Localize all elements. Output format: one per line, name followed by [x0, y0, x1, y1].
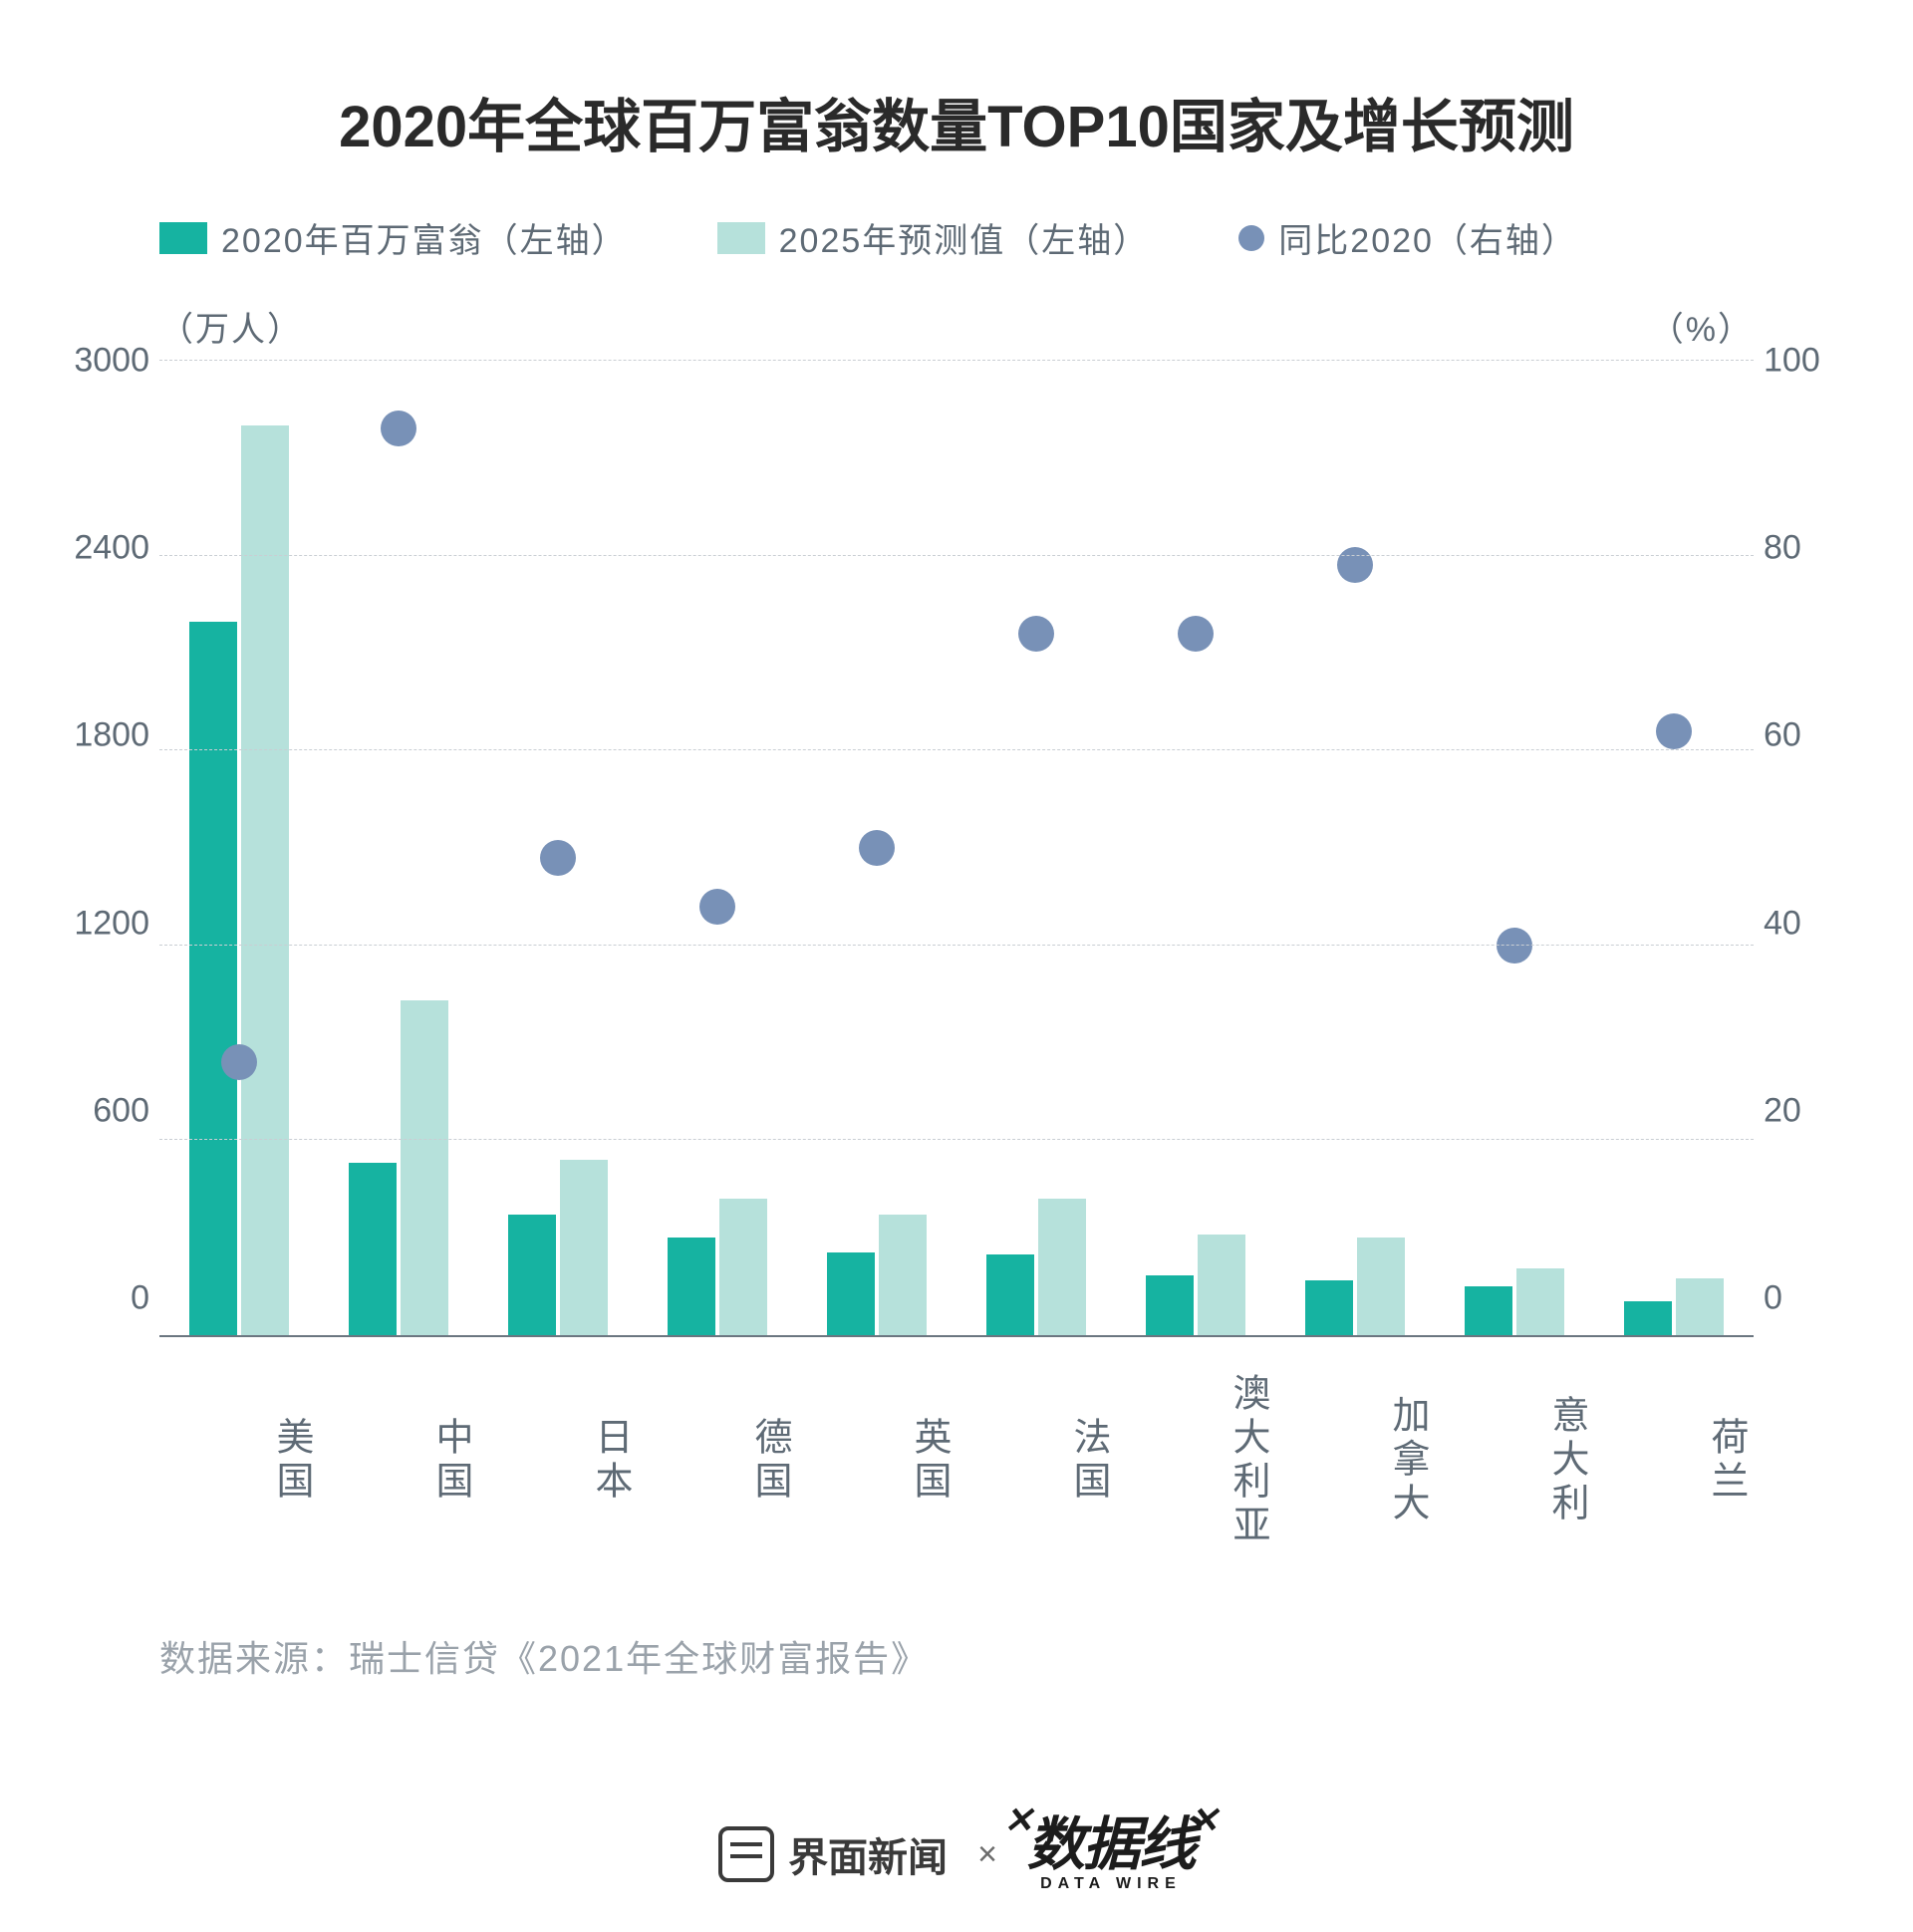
legend-swatch-dot-yoy — [1238, 225, 1264, 251]
legend-item-2020: 2020年百万富翁（左轴） — [159, 213, 628, 262]
chart-title: 2020年全球百万富翁数量TOP10国家及增长预测 — [100, 80, 1813, 163]
bar-2020 — [1624, 1301, 1672, 1335]
legend-label: 同比2020（右轴） — [1278, 213, 1577, 262]
bar-2025 — [1516, 1268, 1564, 1335]
bar-group — [319, 361, 478, 1335]
y-tick-right: 100 — [1764, 342, 1820, 381]
footer: 界面新闻 × ✕ 数据线 ✕ DATA WIRE — [0, 1816, 1913, 1892]
dot-yoy — [1337, 547, 1373, 583]
bar-2020 — [1305, 1280, 1353, 1335]
x-axis-label: 荷兰 — [1594, 1361, 1754, 1560]
bar-group — [1435, 361, 1594, 1335]
axis-title-row: （万人） （%） — [159, 302, 1754, 351]
y-tick-left: 600 — [93, 1091, 149, 1130]
x-axis-label: 法国 — [956, 1361, 1116, 1560]
bar-2020 — [986, 1254, 1034, 1335]
y-tick-right: 40 — [1764, 904, 1801, 943]
dot-yoy — [381, 411, 416, 446]
y-tick-left: 3000 — [74, 342, 149, 381]
footer-brand-jiemian: 界面新闻 — [718, 1825, 948, 1883]
bar-group — [956, 361, 1116, 1335]
y-tick-right: 20 — [1764, 1091, 1801, 1130]
y-tick-left: 2400 — [74, 529, 149, 568]
dot-yoy — [1497, 928, 1532, 964]
legend-label: 2020年百万富翁（左轴） — [221, 213, 628, 262]
bar-2025 — [1357, 1238, 1405, 1335]
footer-brand2-sub: DATA WIRE — [1040, 1876, 1182, 1892]
dot-yoy — [859, 830, 895, 866]
bar-2025 — [241, 425, 289, 1335]
dot-yoy — [1178, 616, 1214, 652]
bar-2025 — [560, 1160, 608, 1335]
gridline — [159, 555, 1754, 556]
bar-group — [1594, 361, 1754, 1335]
page: 2020年全球百万富翁数量TOP10国家及增长预测 2020年百万富翁（左轴） … — [0, 0, 1913, 1932]
bar-2020 — [508, 1215, 556, 1335]
y-ticks-right: 100806040200 — [1764, 361, 1820, 1337]
legend-item-yoy: 同比2020（右轴） — [1238, 213, 1577, 262]
x-axis-label: 中国 — [319, 1361, 478, 1560]
gridline — [159, 749, 1754, 750]
dot-yoy — [221, 1044, 257, 1080]
y-tick-right: 80 — [1764, 529, 1801, 568]
bar-group — [159, 361, 319, 1335]
legend-swatch-bar-2020 — [159, 222, 207, 254]
dot-yoy — [1656, 713, 1692, 749]
jiemian-logo-icon — [718, 1826, 774, 1882]
bar-2025 — [879, 1215, 927, 1335]
dot-yoy — [699, 889, 735, 925]
y-tick-right: 0 — [1764, 1278, 1782, 1317]
y-tick-left: 0 — [131, 1278, 149, 1317]
gridline — [159, 360, 1754, 361]
bar-group — [1275, 361, 1435, 1335]
footer-separator: × — [977, 1835, 997, 1874]
dot-yoy — [1018, 616, 1054, 652]
bar-2020 — [1465, 1286, 1512, 1335]
x-axis-label: 英国 — [797, 1361, 956, 1560]
y-tick-left: 1200 — [74, 904, 149, 943]
bar-2025 — [1198, 1235, 1245, 1335]
x-axis-label: 日本 — [478, 1361, 638, 1560]
x-axis-label: 美国 — [159, 1361, 319, 1560]
y-ticks-left: 30002400180012006000 — [74, 361, 149, 1337]
y-tick-left: 1800 — [74, 716, 149, 755]
legend-item-2025: 2025年预测值（左轴） — [717, 213, 1150, 262]
x-axis-label: 澳大利亚 — [1116, 1361, 1275, 1560]
bar-group — [638, 361, 797, 1335]
plot-area — [159, 361, 1754, 1337]
legend: 2020年百万富翁（左轴） 2025年预测值（左轴） 同比2020（右轴） — [159, 213, 1813, 262]
bar-group — [1116, 361, 1275, 1335]
right-axis-title: （%） — [1650, 302, 1754, 351]
bar-2020 — [189, 622, 237, 1335]
x-axis-label: 意大利 — [1435, 1361, 1594, 1560]
bar-2020 — [827, 1252, 875, 1335]
y-tick-right: 60 — [1764, 716, 1801, 755]
legend-label: 2025年预测值（左轴） — [779, 213, 1150, 262]
footer-brand1-text: 界面新闻 — [788, 1825, 948, 1883]
bar-2025 — [1676, 1278, 1724, 1335]
x-axis-label: 加拿大 — [1275, 1361, 1435, 1560]
x-axis-labels: 美国中国日本德国英国法国澳大利亚加拿大意大利荷兰 — [159, 1361, 1754, 1560]
gridline — [159, 945, 1754, 946]
footer-brand2-main: ✕ 数据线 ✕ — [1027, 1816, 1195, 1874]
left-axis-title: （万人） — [159, 302, 303, 351]
gridline — [159, 1139, 1754, 1140]
footer-brand-datawire: ✕ 数据线 ✕ DATA WIRE — [1027, 1816, 1195, 1892]
bar-2020 — [668, 1238, 715, 1335]
bar-2025 — [719, 1199, 767, 1335]
data-source: 数据来源：瑞士信贷《2021年全球财富报告》 — [159, 1630, 1813, 1682]
legend-swatch-bar-2025 — [717, 222, 765, 254]
dot-yoy — [540, 840, 576, 876]
bar-groups — [159, 361, 1754, 1335]
bar-2025 — [1038, 1199, 1086, 1335]
chart-wrap: 30002400180012006000 100806040200 美国中国日本… — [159, 361, 1754, 1560]
bar-2020 — [349, 1163, 397, 1335]
bar-group — [478, 361, 638, 1335]
bar-2025 — [401, 1000, 448, 1335]
x-axis-label: 德国 — [638, 1361, 797, 1560]
bar-group — [797, 361, 956, 1335]
bar-2020 — [1146, 1275, 1194, 1335]
